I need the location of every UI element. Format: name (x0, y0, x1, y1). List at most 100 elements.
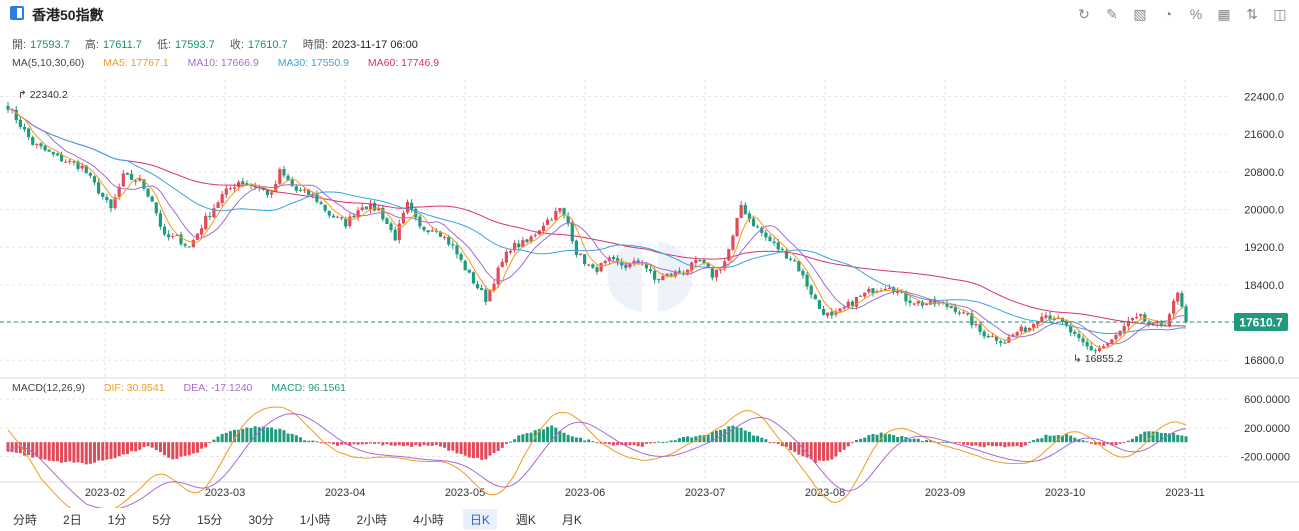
macd-bar (756, 435, 760, 443)
macd-bar (624, 442, 628, 446)
price-tick-label: 22400.0 (1244, 91, 1284, 103)
high-label: 高: (84, 39, 99, 51)
candle-body (908, 300, 912, 303)
macd-bar (1093, 442, 1097, 445)
macd-bar (303, 440, 307, 443)
candle-body (1155, 322, 1159, 324)
ma10-legend: MA10: 17666.9 (187, 57, 259, 69)
time-tick-label: 2023-07 (685, 487, 725, 499)
price-chart[interactable]: ◖◗22400.021600.020800.020000.019200.0184… (0, 0, 1299, 508)
candle-body (368, 203, 373, 210)
macd-bar (916, 438, 920, 443)
candle-body (533, 234, 537, 236)
macd-bar (546, 426, 550, 443)
macd-bar (677, 438, 681, 443)
macd-bar (1110, 442, 1114, 446)
draw-icon[interactable]: ✎ (1106, 5, 1118, 22)
candle-body (274, 183, 278, 192)
macd-bar (826, 442, 830, 461)
sort-icon[interactable]: ⇅ (1246, 5, 1258, 22)
tab-11[interactable]: 月K (561, 513, 582, 527)
candle-body (780, 248, 784, 251)
time-tick-label: 2023-03 (205, 487, 245, 499)
macd-bar (694, 436, 698, 443)
tab-2[interactable]: 1分 (107, 513, 127, 527)
candle-body (265, 190, 270, 196)
candle-body (302, 189, 307, 191)
macd-bar (887, 434, 891, 443)
tab-10[interactable]: 週K (515, 513, 536, 527)
tab-3[interactable]: 5分 (152, 513, 172, 527)
macd-bar (51, 442, 55, 462)
layout-icon[interactable]: ◫ (1273, 5, 1287, 22)
macd-bar (224, 432, 228, 443)
macd-bar (249, 427, 253, 443)
max-price-label: ↱ 22340.2 (18, 89, 68, 101)
macd-bar (587, 439, 591, 443)
macd-bar (817, 442, 821, 461)
tab-6[interactable]: 1小時 (299, 513, 331, 527)
candle-body (187, 246, 191, 248)
macd-bar (1184, 436, 1188, 443)
macd-bar (710, 432, 714, 443)
candle-body (788, 258, 793, 260)
candle-body (220, 194, 224, 204)
candle-body (47, 149, 51, 152)
refresh-icon[interactable]: ↻ (1078, 5, 1090, 22)
macd-bar (80, 442, 84, 464)
candle-body (615, 258, 620, 262)
macd-bar (801, 442, 805, 457)
macd-bar (813, 442, 817, 464)
tab-9[interactable]: 日K (462, 509, 497, 530)
candle-body (224, 188, 228, 195)
tab-1[interactable]: 2日 (63, 513, 82, 527)
candle-body (887, 287, 892, 289)
candle-body (653, 270, 657, 280)
candle-body (241, 181, 245, 185)
candle-body (867, 288, 871, 293)
candle-body (335, 216, 340, 218)
macd-bar (752, 435, 756, 443)
candle-body (443, 236, 447, 238)
candle-body (966, 313, 970, 315)
time-tick-label: 2023-09 (925, 487, 965, 499)
macd-bar (191, 442, 195, 454)
candle-body (471, 272, 476, 284)
macd-bar (982, 442, 986, 448)
tab-7[interactable]: 2小時 (356, 513, 388, 527)
candle-body (377, 208, 381, 211)
candle-body (360, 207, 364, 211)
candle-body (521, 240, 525, 247)
macd-bar (1089, 442, 1093, 444)
indicator-icon[interactable]: ▧ (1133, 5, 1147, 22)
grid-icon[interactable]: ▦ (1217, 5, 1231, 22)
candle-body (1032, 323, 1036, 328)
candle-body (1180, 293, 1184, 307)
macd-bar (451, 442, 455, 451)
candle-body (422, 226, 426, 231)
macd-bar (1176, 434, 1180, 443)
tab-4[interactable]: 15分 (197, 513, 223, 527)
pie-icon[interactable]: ◔ (1163, 6, 1173, 22)
candle-body (1126, 320, 1130, 327)
macd-bar (830, 442, 834, 460)
candle-body (686, 269, 690, 274)
price-tick-label: 20000.0 (1244, 205, 1284, 217)
percent-icon[interactable]: % (1189, 6, 1203, 22)
candle-body (113, 197, 117, 209)
time-tick-label: 2023-11 (1165, 487, 1205, 499)
candle-body (624, 265, 628, 268)
candle-body (747, 213, 751, 220)
candle-body (904, 292, 908, 302)
macd-bar (311, 440, 315, 443)
candle-body (146, 188, 150, 197)
candle-body (1147, 321, 1151, 325)
tab-8[interactable]: 4小時 (413, 513, 444, 527)
macd-bar (649, 442, 653, 444)
candle-body (1064, 322, 1069, 326)
tab-5[interactable]: 30分 (248, 513, 274, 527)
tab-0[interactable]: 分時 (13, 513, 38, 527)
macd-bar (364, 442, 368, 445)
candle-body (768, 236, 772, 242)
dea-legend: DEA: -17.1240 (183, 382, 253, 394)
